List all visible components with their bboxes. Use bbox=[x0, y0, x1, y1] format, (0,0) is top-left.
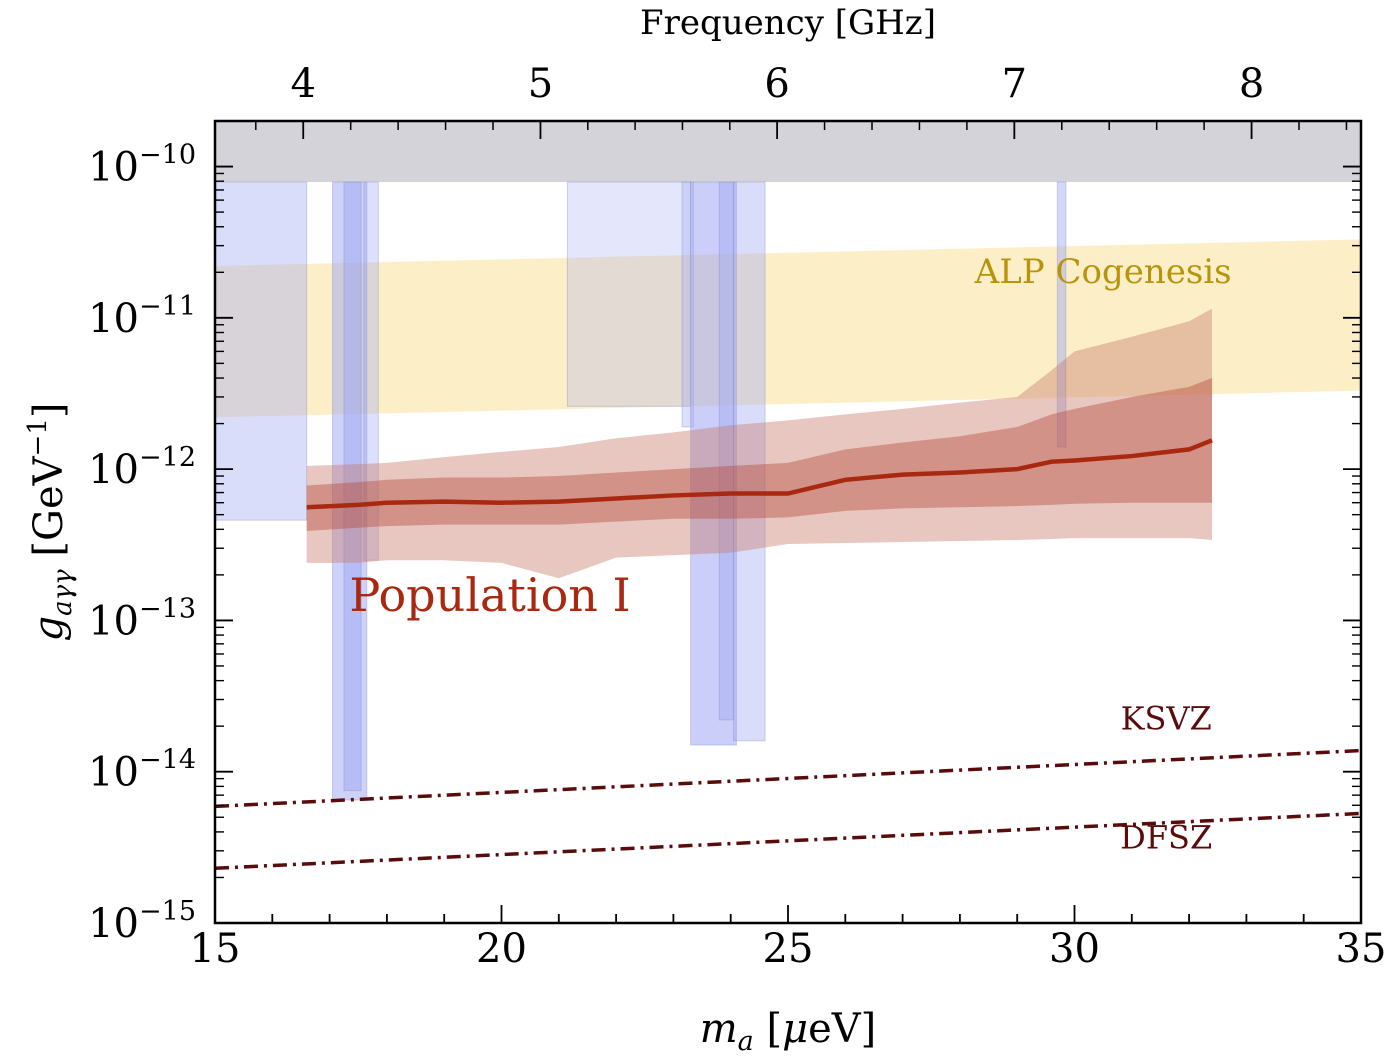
population-i-label: Population I bbox=[349, 568, 630, 622]
y-tick-label: 10−15 bbox=[88, 896, 196, 947]
alp-cogenesis-band bbox=[215, 239, 1361, 418]
haloscope-region-7 bbox=[690, 181, 737, 746]
haloscope-region-1 bbox=[215, 181, 308, 521]
population-i-outer-band bbox=[306, 308, 1213, 579]
x-tick-label: 35 bbox=[1336, 926, 1387, 972]
ksvz-line bbox=[215, 748, 1361, 809]
haloscope-region-9 bbox=[733, 181, 766, 742]
dfsz-label: DFSZ bbox=[1120, 819, 1212, 857]
haloscope-region-4 bbox=[363, 181, 379, 561]
y-axis-title: gaγγ [GeV−1] bbox=[23, 403, 78, 642]
x-tick-label: 25 bbox=[763, 926, 814, 972]
haloscope-region-5 bbox=[566, 181, 692, 407]
top-tick-label: 6 bbox=[764, 61, 789, 107]
plot-content bbox=[215, 121, 1361, 871]
haloscope-region-10 bbox=[1056, 181, 1067, 448]
y-tick-label: 10−10 bbox=[88, 140, 196, 191]
top-tick-label: 8 bbox=[1239, 61, 1264, 107]
haloscope-region-3 bbox=[343, 181, 362, 792]
dfsz-line bbox=[215, 811, 1361, 871]
ksvz-label: KSVZ bbox=[1121, 700, 1212, 738]
population-i-inner-band bbox=[306, 378, 1213, 531]
haloscope-region-8 bbox=[718, 181, 735, 721]
top-tick-label: 4 bbox=[291, 61, 316, 107]
y-tick-label: 10−13 bbox=[88, 593, 196, 644]
x-axis-title: ma [μeV] bbox=[700, 1006, 877, 1056]
excluded-region bbox=[215, 121, 1361, 183]
top-tick-label: 5 bbox=[528, 61, 553, 107]
axis-ticks bbox=[214, 120, 1362, 924]
x-tick-label: 20 bbox=[476, 926, 527, 972]
top-axis-title: Frequency [GHz] bbox=[640, 3, 936, 43]
annotations: ALP Cogenesis Population I KSVZ DFSZ bbox=[349, 252, 1231, 857]
y-tick-label: 10−11 bbox=[88, 291, 196, 342]
y-tick-label: 10−12 bbox=[88, 442, 196, 493]
axis-labels: 15 20 25 30 35 4 5 6 7 8 10−15 10−14 10−13 10−12 10−11… bbox=[23, 3, 1386, 1056]
x-tick-label: 15 bbox=[190, 926, 241, 972]
plot-background bbox=[215, 121, 1361, 923]
y-tick-label: 10−14 bbox=[88, 745, 196, 796]
top-tick-label: 7 bbox=[1002, 61, 1027, 107]
population-i-line bbox=[306, 438, 1213, 510]
alp-cogenesis-label: ALP Cogenesis bbox=[974, 252, 1232, 292]
x-tick-label: 30 bbox=[1049, 926, 1100, 972]
